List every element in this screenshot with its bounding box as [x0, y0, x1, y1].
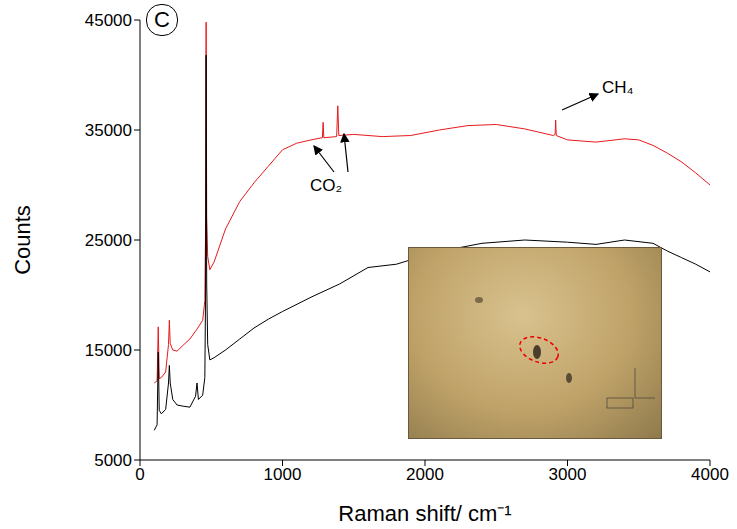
svg-text:1000: 1000 [264, 465, 302, 484]
svg-text:5000: 5000 [94, 451, 132, 470]
html-text:CH₄: CH₄ [602, 78, 634, 97]
svg-text:Raman shift/ cm⁻¹: Raman shift/ cm⁻¹ [338, 501, 511, 526]
html-text:C: C [154, 7, 170, 32]
svg-text:2000: 2000 [406, 465, 444, 484]
svg-text:15000: 15000 [85, 341, 132, 360]
svg-text:4000: 4000 [691, 465, 729, 484]
svg-text:3000: 3000 [549, 465, 587, 484]
svg-text:25000: 25000 [85, 231, 132, 250]
svg-text:45000: 45000 [85, 11, 132, 30]
html-text:CO₂: CO₂ [310, 176, 343, 195]
svg-text:35000: 35000 [85, 121, 132, 140]
svg-text:Counts: Counts [10, 205, 35, 275]
svg-text:0: 0 [135, 465, 144, 484]
